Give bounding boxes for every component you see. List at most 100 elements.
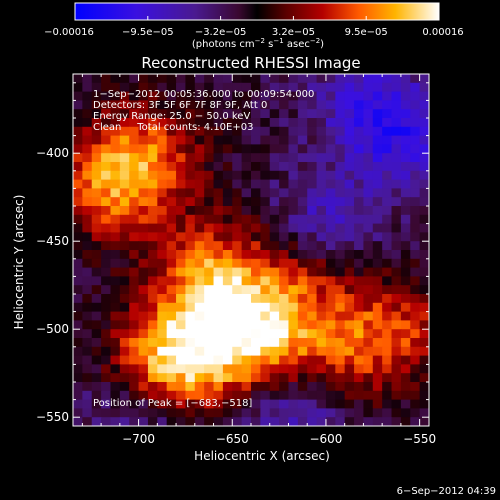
heatmap-cell [391, 179, 402, 189]
heatmap-cell [400, 382, 411, 392]
heatmap-cell [382, 188, 393, 198]
heatmap-cell [335, 162, 346, 172]
heatmap-cell [91, 162, 102, 172]
heatmap-cell [419, 170, 429, 181]
heatmap-cell [297, 320, 308, 330]
heatmap-cell [222, 311, 233, 321]
heatmap-cell [138, 355, 149, 365]
heatmap-cell [279, 223, 290, 233]
heatmap-cell [82, 241, 93, 251]
heatmap-cell [400, 232, 411, 242]
heatmap-cell [288, 223, 299, 233]
heatmap-cell [166, 355, 177, 365]
heatmap-cell [73, 258, 83, 269]
heatmap-cell [157, 382, 168, 392]
heatmap-cell [344, 223, 355, 233]
heatmap-cell [222, 338, 233, 348]
heatmap-cell [213, 162, 224, 172]
heatmap-cell [119, 241, 130, 251]
heatmap-cell [194, 118, 205, 128]
heatmap-cell [410, 223, 421, 233]
heatmap-cell [344, 162, 355, 172]
heatmap-cell [325, 179, 336, 189]
heatmap-cell [147, 109, 158, 119]
heatmap-cell [251, 355, 261, 365]
heatmap-cell [241, 153, 252, 163]
heatmap-cell [410, 329, 421, 339]
heatmap-cell [372, 417, 383, 426]
heatmap-cell [101, 258, 112, 269]
heatmap-cell [344, 144, 355, 154]
heatmap-cell [335, 294, 346, 304]
heatmap-cell [73, 294, 83, 304]
heatmap-cell [222, 74, 233, 84]
heatmap-cell [335, 346, 346, 357]
heatmap-cell [269, 179, 280, 189]
heatmap-cell [204, 162, 215, 172]
heatmap-cell [335, 258, 346, 269]
heatmap-cell [147, 276, 158, 286]
heatmap-cell [344, 311, 355, 321]
heatmap-cell [157, 364, 168, 374]
heatmap-cell [157, 355, 168, 365]
y-axis-label: Heliocentric Y (arcsec) [12, 195, 26, 330]
heatmap-cell [391, 311, 402, 321]
heatmap-cell [279, 153, 290, 163]
heatmap-cell [241, 276, 252, 286]
heatmap-cell [185, 214, 196, 225]
heatmap-cell [363, 206, 374, 216]
heatmap-cell [363, 223, 374, 233]
heatmap-cell [269, 135, 280, 145]
heatmap-cell [419, 338, 429, 348]
heatmap-cell [410, 302, 421, 313]
heatmap-cell [354, 241, 365, 251]
heatmap-cell [344, 390, 355, 401]
heatmap-cell [166, 390, 177, 401]
heatmap-cell [354, 258, 365, 269]
heatmap-cell [419, 311, 429, 321]
heatmap-cell [222, 82, 233, 93]
heatmap-cell [316, 364, 327, 374]
heatmap-cell [288, 126, 299, 137]
heatmap-cell [372, 162, 383, 172]
heatmap-cell [101, 390, 112, 401]
heatmap-cell [147, 214, 158, 225]
heatmap-cell [241, 223, 252, 233]
heatmap-cell [251, 408, 261, 418]
heatmap-cell [232, 373, 243, 383]
heatmap-cell [138, 170, 149, 181]
heatmap-cell [325, 214, 336, 225]
heatmap-cell [185, 364, 196, 374]
heatmap-cell [157, 188, 168, 198]
heatmap-cell [325, 382, 336, 392]
heatmap-cell [204, 188, 215, 198]
heatmap-cell [91, 285, 102, 295]
heatmap-cell [382, 417, 393, 426]
heatmap-cell [400, 197, 411, 207]
heatmap-cell [288, 390, 299, 401]
heatmap-cell [316, 241, 327, 251]
heatmap-cell [185, 267, 196, 277]
heatmap-cell [138, 311, 149, 321]
heatmap-cell [335, 118, 346, 128]
heatmap-cell [119, 74, 130, 84]
heatmap-cell [147, 232, 158, 242]
heatmap-cell [232, 153, 243, 163]
heatmap-cell [101, 214, 112, 225]
heatmap-cell [269, 153, 280, 163]
heatmap-cell [91, 232, 102, 242]
heatmap-cell [316, 109, 327, 119]
heatmap-cell [316, 390, 327, 401]
heatmap-cell [147, 346, 158, 357]
heatmap-cell [176, 74, 187, 84]
heatmap-cell [73, 188, 83, 198]
heatmap-cell [101, 417, 112, 426]
heatmap-cell [372, 135, 383, 145]
heatmap-cell [129, 329, 140, 339]
heatmap-cell [382, 258, 393, 269]
heatmap-cell [119, 276, 130, 286]
heatmap-cell [410, 294, 421, 304]
heatmap-cell [241, 417, 252, 426]
heatmap-cell [166, 188, 177, 198]
heatmap-cell [251, 126, 261, 137]
